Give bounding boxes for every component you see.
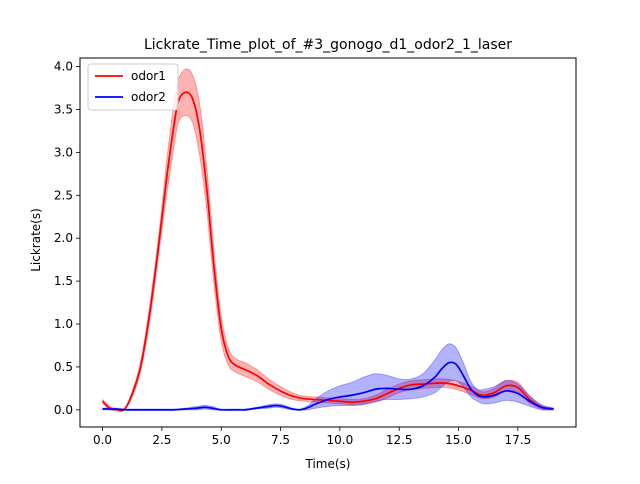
y-tick-label: 3.0	[54, 145, 73, 159]
x-tick-label: 15.0	[445, 433, 472, 447]
x-tick-label: 17.5	[504, 433, 531, 447]
legend-label-odor1: odor1	[131, 69, 166, 83]
y-tick-label: 0.0	[54, 403, 73, 417]
y-tick-label: 3.5	[54, 102, 73, 116]
axes-frame	[79, 57, 577, 428]
chart-title: Lickrate_Time_plot_of_#3_gonogo_d1_odor2…	[144, 37, 512, 53]
x-tick-label: 5.0	[212, 433, 231, 447]
band-odor1	[102, 68, 554, 412]
y-tick-label: 2.5	[54, 188, 73, 202]
legend-label-odor2: odor2	[131, 90, 166, 104]
x-tick-label: 10.0	[327, 433, 354, 447]
confidence-bands	[102, 68, 554, 412]
x-tick-label: 12.5	[386, 433, 413, 447]
y-tick-label: 1.0	[54, 317, 73, 331]
y-tick-label: 4.0	[54, 60, 73, 74]
y-tick-label: 1.5	[54, 274, 73, 288]
y-axis-label: Lickrate(s)	[29, 208, 43, 272]
x-axis-label: Time(s)	[305, 457, 351, 471]
y-tick-label: 0.5	[54, 360, 73, 374]
x-tick-label: 0.0	[93, 433, 112, 447]
x-axis-ticks: 0.0 2.5 5.0 7.5 10.0 12.5 15.0 17.5	[93, 427, 531, 447]
y-axis-ticks: 0.0 0.5 1.0 1.5 2.0 2.5 3.0 3.5 4.0	[54, 60, 80, 417]
y-tick-label: 2.0	[54, 231, 73, 245]
x-tick-label: 7.5	[271, 433, 290, 447]
line-odor1	[101, 91, 554, 412]
line-odor2	[102, 361, 554, 411]
legend: odor1 odor2	[87, 63, 179, 111]
band-odor2	[102, 343, 554, 411]
x-tick-label: 2.5	[152, 433, 171, 447]
series-lines	[101, 91, 554, 412]
